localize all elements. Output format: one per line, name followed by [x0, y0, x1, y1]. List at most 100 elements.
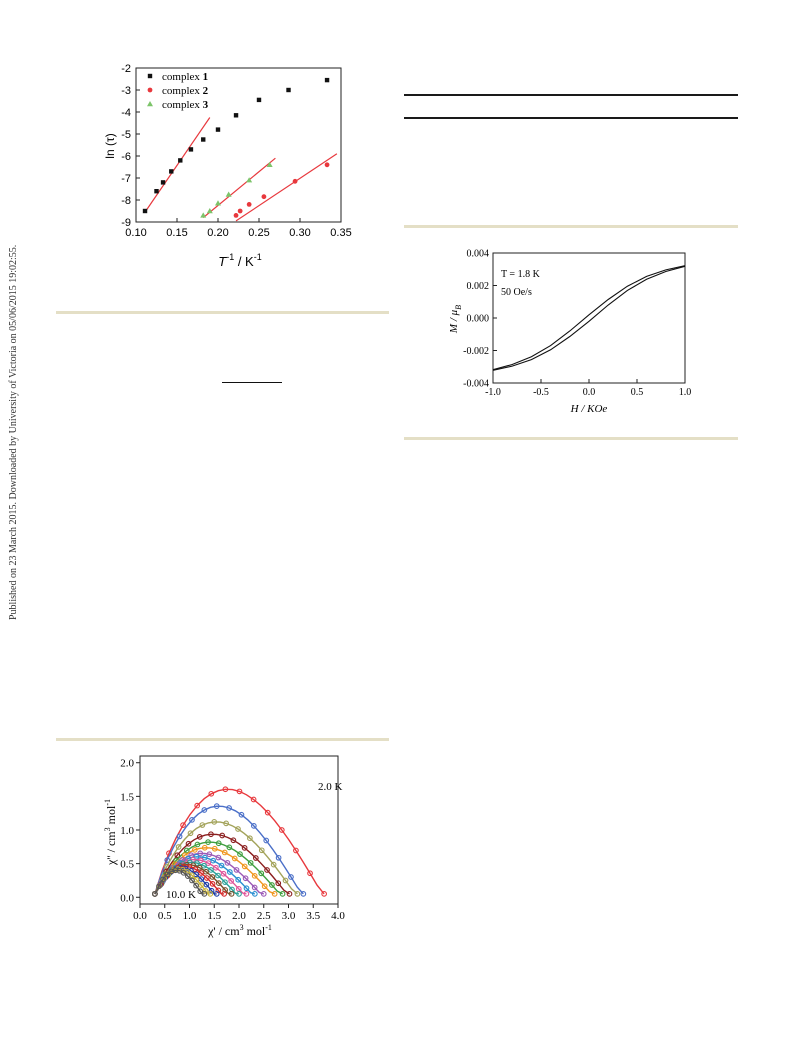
data-point	[222, 879, 228, 886]
x-tick-label: 0.35	[330, 227, 351, 239]
table-rule-bottom	[404, 117, 738, 119]
download-notice-text: Published on 23 March 2015. Downloaded b…	[8, 244, 19, 620]
data-point	[213, 803, 220, 810]
data-point	[175, 844, 182, 850]
data-point	[215, 200, 221, 206]
caption-rule-bottom-left	[56, 738, 389, 741]
data-point	[266, 161, 273, 167]
data-point	[219, 832, 226, 839]
arrhenius-chart: 0.10 0.15 0.20 0.25 0.30 0.35 -9 -8 -7 -6 -5 -4 -3 -2…	[103, 63, 352, 269]
data-point	[293, 847, 299, 854]
data-point	[282, 877, 289, 884]
hysteresis-branch	[492, 265, 686, 371]
fit-curve	[154, 841, 283, 895]
data-point	[243, 891, 250, 897]
data-point	[288, 874, 294, 880]
data-point	[231, 855, 238, 862]
annotation-sweep-rate: 50 Oe/s	[501, 287, 532, 298]
y-tick-label: 0.004	[467, 249, 490, 260]
data-point	[151, 891, 158, 897]
legend-marker	[147, 101, 153, 107]
data-point	[300, 891, 307, 897]
hysteresis-chart: -1.0 -0.5 0.0 0.5 1.0 0.004 0.002 0.000 -0.002 -0…	[448, 249, 691, 416]
data-point	[193, 882, 199, 889]
data-point	[211, 845, 218, 852]
data-point	[261, 883, 268, 890]
plot-frame	[135, 67, 342, 223]
data-point	[201, 137, 206, 142]
x-axis-label: T-1 / K-1	[218, 252, 262, 269]
data-point	[160, 180, 166, 185]
annotation-high-temperature: 10.0 K	[166, 889, 196, 901]
data-point	[260, 891, 267, 897]
data-point	[241, 845, 248, 851]
data-point	[256, 97, 262, 103]
x-tick-label: -1.0	[485, 387, 501, 398]
data-point	[194, 802, 201, 809]
data-point	[271, 891, 278, 897]
x-tick-label: -0.5	[533, 387, 549, 398]
data-point	[174, 852, 181, 859]
data-point	[160, 876, 166, 883]
y-tick-label: -0.004	[463, 379, 489, 390]
fit-line	[202, 157, 276, 219]
y-tick-label: -3	[121, 85, 131, 97]
data-point	[154, 189, 159, 194]
data-point	[243, 885, 250, 892]
x-tick-label: 0.25	[248, 227, 269, 239]
data-point	[208, 831, 214, 838]
x-tick-label: 3.0	[282, 910, 296, 922]
data-point	[201, 862, 207, 869]
x-tick-label: 3.5	[306, 910, 320, 922]
data-point	[226, 844, 233, 851]
hysteresis-branch	[492, 265, 686, 371]
data-point	[233, 867, 240, 873]
data-point	[237, 208, 243, 214]
data-point	[202, 888, 209, 894]
x-tick-label: 1.0	[183, 910, 197, 922]
data-point	[236, 788, 243, 795]
data-point	[321, 891, 327, 897]
data-point	[209, 881, 216, 887]
data-point	[221, 891, 227, 897]
y-tick-label: 0.000	[467, 314, 490, 325]
y-axis-label: ln (τ)	[103, 133, 117, 158]
data-point	[189, 877, 195, 884]
data-point	[201, 854, 208, 861]
data-point	[194, 841, 201, 848]
data-point	[196, 834, 203, 840]
data-point	[233, 213, 239, 218]
data-point	[206, 208, 213, 214]
data-point	[169, 169, 174, 174]
data-point	[201, 807, 208, 813]
y-tick-label: 0.0	[120, 892, 134, 904]
data-point	[215, 880, 222, 886]
data-point	[233, 113, 239, 118]
data-point	[191, 846, 198, 853]
data-point	[292, 178, 298, 184]
data-point	[238, 811, 245, 818]
data-point	[215, 127, 221, 132]
data-point	[286, 87, 291, 93]
data-point	[184, 873, 191, 879]
data-point	[246, 202, 252, 207]
legend-label: complex 1	[162, 71, 208, 83]
legend-marker	[147, 87, 153, 93]
data-point	[213, 864, 219, 871]
cole-cole-chart: 0.0 0.5 1.0 1.5 2.0 2.5 3.0 3.5 4.0 0.0 0.5 1.0 1.5 2…	[103, 755, 345, 938]
x-tick-label: 1.5	[207, 910, 221, 922]
data-point	[218, 862, 225, 869]
fit-curve	[154, 821, 298, 895]
data-point	[213, 891, 220, 897]
data-point	[221, 849, 228, 856]
y-tick-label: -4	[121, 107, 131, 119]
fit-line	[144, 117, 211, 213]
table-rule-top	[404, 94, 738, 96]
data-point	[258, 870, 265, 877]
data-point	[250, 796, 257, 803]
data-point	[242, 875, 249, 882]
legend-marker	[147, 73, 153, 79]
data-point	[197, 857, 204, 864]
data-point	[286, 891, 293, 897]
y-tick-label: 1.0	[120, 825, 134, 837]
